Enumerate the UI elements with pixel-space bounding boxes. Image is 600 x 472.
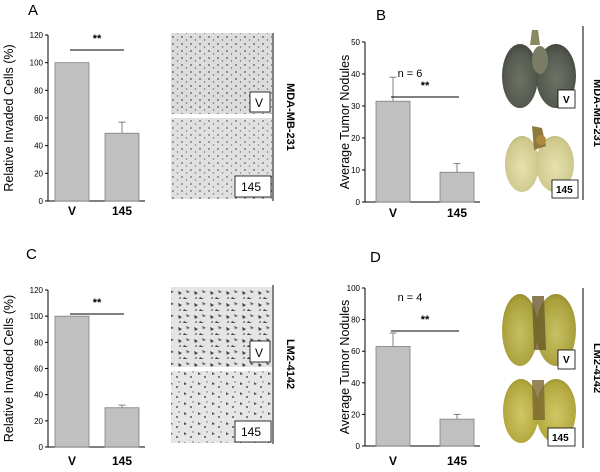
panel-letter-c: C [26, 246, 37, 263]
category-label: V [389, 454, 397, 468]
significance-label: ** [93, 33, 102, 45]
bar-145 [104, 407, 140, 448]
y-tick-label: 40 [34, 142, 43, 151]
y-tick-label: 0 [39, 197, 44, 206]
category-label: V [68, 454, 76, 468]
image-tag-145: 145 [556, 185, 573, 196]
significance-label: ** [93, 297, 102, 309]
category-label: V [389, 206, 397, 220]
panel-letter-b: B [376, 7, 386, 24]
lung-image-b-145: 145 [500, 120, 579, 199]
lung-image-b-v: V [500, 28, 578, 116]
invasion-image-a-v: V [171, 33, 272, 114]
bar-V [375, 100, 411, 203]
invasion-image-a-145: 145 [171, 118, 272, 199]
invasion-image-c-v: V [171, 287, 272, 367]
y-tick-label: 60 [351, 347, 360, 356]
category-label: 145 [447, 454, 467, 468]
y-tick-label: 20 [34, 417, 43, 426]
image-tag-v: V [563, 355, 570, 366]
image-tag-145: 145 [241, 425, 261, 439]
bar-V [375, 346, 411, 447]
y-tick-label: 20 [34, 169, 43, 178]
y-axis-label: Relative Invaded Cells (%) [2, 295, 16, 442]
chart-panel-a: 0 20 40 60 80 100 120 Relative Invaded Cells (%… [2, 31, 145, 218]
bar-V [54, 315, 90, 448]
y-axis-label: Average Tumor Nodules [338, 300, 352, 435]
significance-label: ** [421, 314, 430, 326]
y-tick-label: 120 [30, 286, 44, 295]
image-tag-145: 145 [552, 433, 569, 444]
y-tick-label: 50 [351, 38, 360, 47]
panel-letter-d: D [370, 249, 381, 266]
lung-image-d-v: V [500, 288, 578, 372]
invasion-image-c-145: 145 [171, 371, 272, 443]
y-tick-label: 80 [34, 86, 43, 95]
y-tick-label: 120 [30, 31, 44, 40]
sample-size-label: n = 4 [398, 292, 423, 304]
y-tick-label: 100 [30, 59, 44, 68]
y-axis-label: Average Tumor Nodules [338, 55, 352, 190]
cell-line-label-c: LM2-4142 [284, 339, 296, 389]
y-tick-label: 30 [351, 102, 360, 111]
y-tick-label: 0 [356, 198, 361, 207]
category-label: 145 [447, 206, 467, 220]
image-tag-145: 145 [241, 180, 261, 194]
bar-145 [439, 171, 475, 203]
y-tick-label: 10 [351, 166, 360, 175]
category-label: 145 [112, 454, 132, 468]
cell-line-label-d: LM2-4142 [591, 343, 600, 393]
significance-label: ** [421, 80, 430, 92]
y-tick-label: 100 [30, 312, 44, 321]
category-label: 145 [112, 204, 132, 218]
y-tick-label: 20 [351, 134, 360, 143]
y-tick-label: 0 [356, 442, 361, 451]
chart-panel-d: 0 20 40 60 80 100 Average Tumor Nodules V 145 ** n… [338, 284, 480, 468]
cell-line-label-b: MDA-MB-231 [591, 79, 600, 147]
y-tick-label: 100 [347, 284, 361, 293]
cell-line-label-a: MDA-MB-231 [284, 83, 296, 151]
y-tick-label: 80 [351, 316, 360, 325]
y-tick-label: 0 [39, 443, 44, 452]
y-tick-label: 20 [351, 410, 360, 419]
bar-145 [439, 418, 475, 447]
image-tag-v: V [563, 95, 570, 106]
category-label: V [68, 204, 76, 218]
bar-145 [104, 132, 140, 202]
y-tick-label: 80 [34, 338, 43, 347]
image-tag-v: V [255, 346, 263, 360]
y-tick-label: 40 [351, 70, 360, 79]
y-tick-label: 40 [351, 379, 360, 388]
panel-letter-a: A [28, 2, 38, 19]
y-tick-label: 60 [34, 365, 43, 374]
chart-panel-c: 0 20 40 60 80 100 120 Relative Invaded Cells (%… [2, 286, 145, 468]
y-tick-label: 40 [34, 391, 43, 400]
image-tag-v: V [255, 96, 263, 110]
lung-image-d-145: 145 [500, 376, 578, 447]
y-tick-label: 60 [34, 114, 43, 123]
sample-size-label: n = 6 [398, 68, 423, 80]
y-axis-label: Relative Invaded Cells (%) [2, 44, 16, 191]
chart-panel-b: 0 10 20 30 40 50 Average Tumor Nodules V 145 **n … [338, 38, 480, 220]
bar-V [54, 62, 90, 202]
